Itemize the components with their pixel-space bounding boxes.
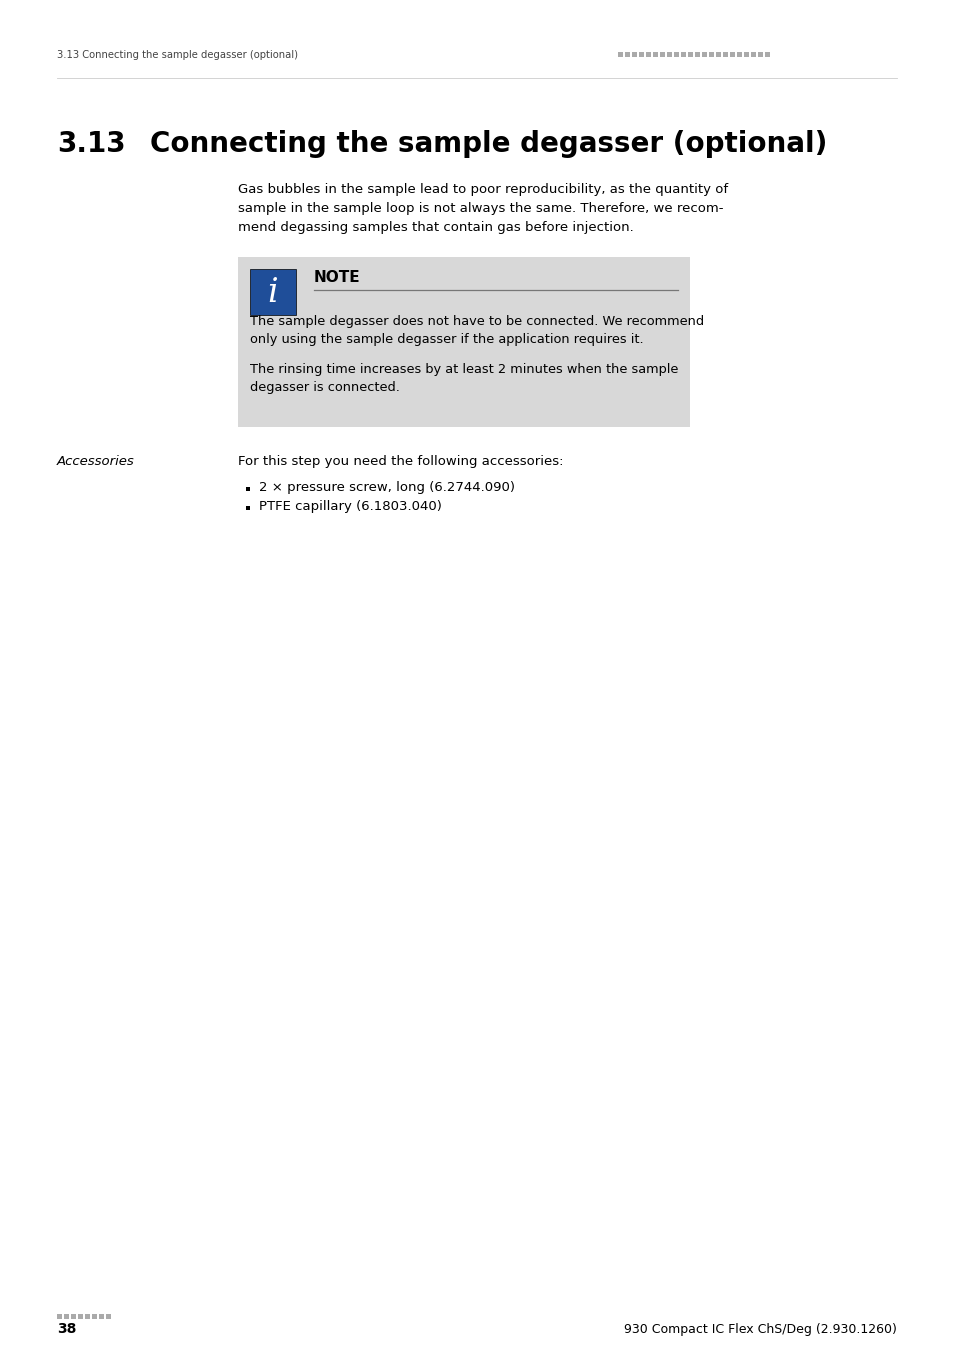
Bar	[743, 53, 748, 57]
Text: 38: 38	[57, 1322, 76, 1336]
Bar	[631, 53, 637, 57]
Bar	[71, 1314, 76, 1319]
Text: For this step you need the following accessories:: For this step you need the following acc…	[237, 455, 563, 468]
Text: 2 × pressure screw, long (6.2744.090): 2 × pressure screw, long (6.2744.090)	[258, 481, 515, 494]
Bar	[85, 1314, 90, 1319]
Bar	[624, 53, 629, 57]
Bar	[687, 53, 692, 57]
Bar	[659, 53, 664, 57]
Bar	[246, 506, 250, 510]
Bar	[57, 1314, 62, 1319]
Bar	[645, 53, 650, 57]
Bar	[652, 53, 658, 57]
Bar	[639, 53, 643, 57]
Bar	[246, 487, 250, 491]
Bar	[722, 53, 727, 57]
Bar	[701, 53, 706, 57]
Text: mend degassing samples that contain gas before injection.: mend degassing samples that contain gas …	[237, 221, 633, 234]
Text: 3.13 Connecting the sample degasser (optional): 3.13 Connecting the sample degasser (opt…	[57, 50, 297, 59]
Text: sample in the sample loop is not always the same. Therefore, we recom-: sample in the sample loop is not always …	[237, 202, 722, 215]
Text: i: i	[268, 277, 278, 309]
Text: The sample degasser does not have to be connected. We recommend: The sample degasser does not have to be …	[250, 315, 703, 328]
Bar	[106, 1314, 111, 1319]
Bar	[758, 53, 762, 57]
Text: Gas bubbles in the sample lead to poor reproducibility, as the quantity of: Gas bubbles in the sample lead to poor r…	[237, 184, 727, 196]
Bar	[764, 53, 769, 57]
Bar	[91, 1314, 97, 1319]
Text: PTFE capillary (6.1803.040): PTFE capillary (6.1803.040)	[258, 500, 441, 513]
Text: only using the sample degasser if the application requires it.: only using the sample degasser if the ap…	[250, 333, 643, 346]
Bar	[695, 53, 700, 57]
Bar	[737, 53, 741, 57]
Text: Accessories: Accessories	[57, 455, 134, 468]
Bar	[618, 53, 622, 57]
Bar	[708, 53, 713, 57]
Bar	[750, 53, 755, 57]
Bar	[78, 1314, 83, 1319]
Text: 930 Compact IC Flex ChS/Deg (2.930.1260): 930 Compact IC Flex ChS/Deg (2.930.1260)	[623, 1323, 896, 1335]
Bar	[716, 53, 720, 57]
Bar	[729, 53, 734, 57]
Bar	[666, 53, 671, 57]
Bar	[250, 269, 295, 315]
Bar	[64, 1314, 69, 1319]
Text: 3.13: 3.13	[57, 130, 126, 158]
Bar	[673, 53, 679, 57]
Bar	[99, 1314, 104, 1319]
Text: NOTE: NOTE	[314, 270, 360, 285]
Text: degasser is connected.: degasser is connected.	[250, 381, 399, 394]
Text: The rinsing time increases by at least 2 minutes when the sample: The rinsing time increases by at least 2…	[250, 363, 678, 377]
Bar	[237, 256, 689, 427]
Bar	[680, 53, 685, 57]
Text: Connecting the sample degasser (optional): Connecting the sample degasser (optional…	[150, 130, 826, 158]
